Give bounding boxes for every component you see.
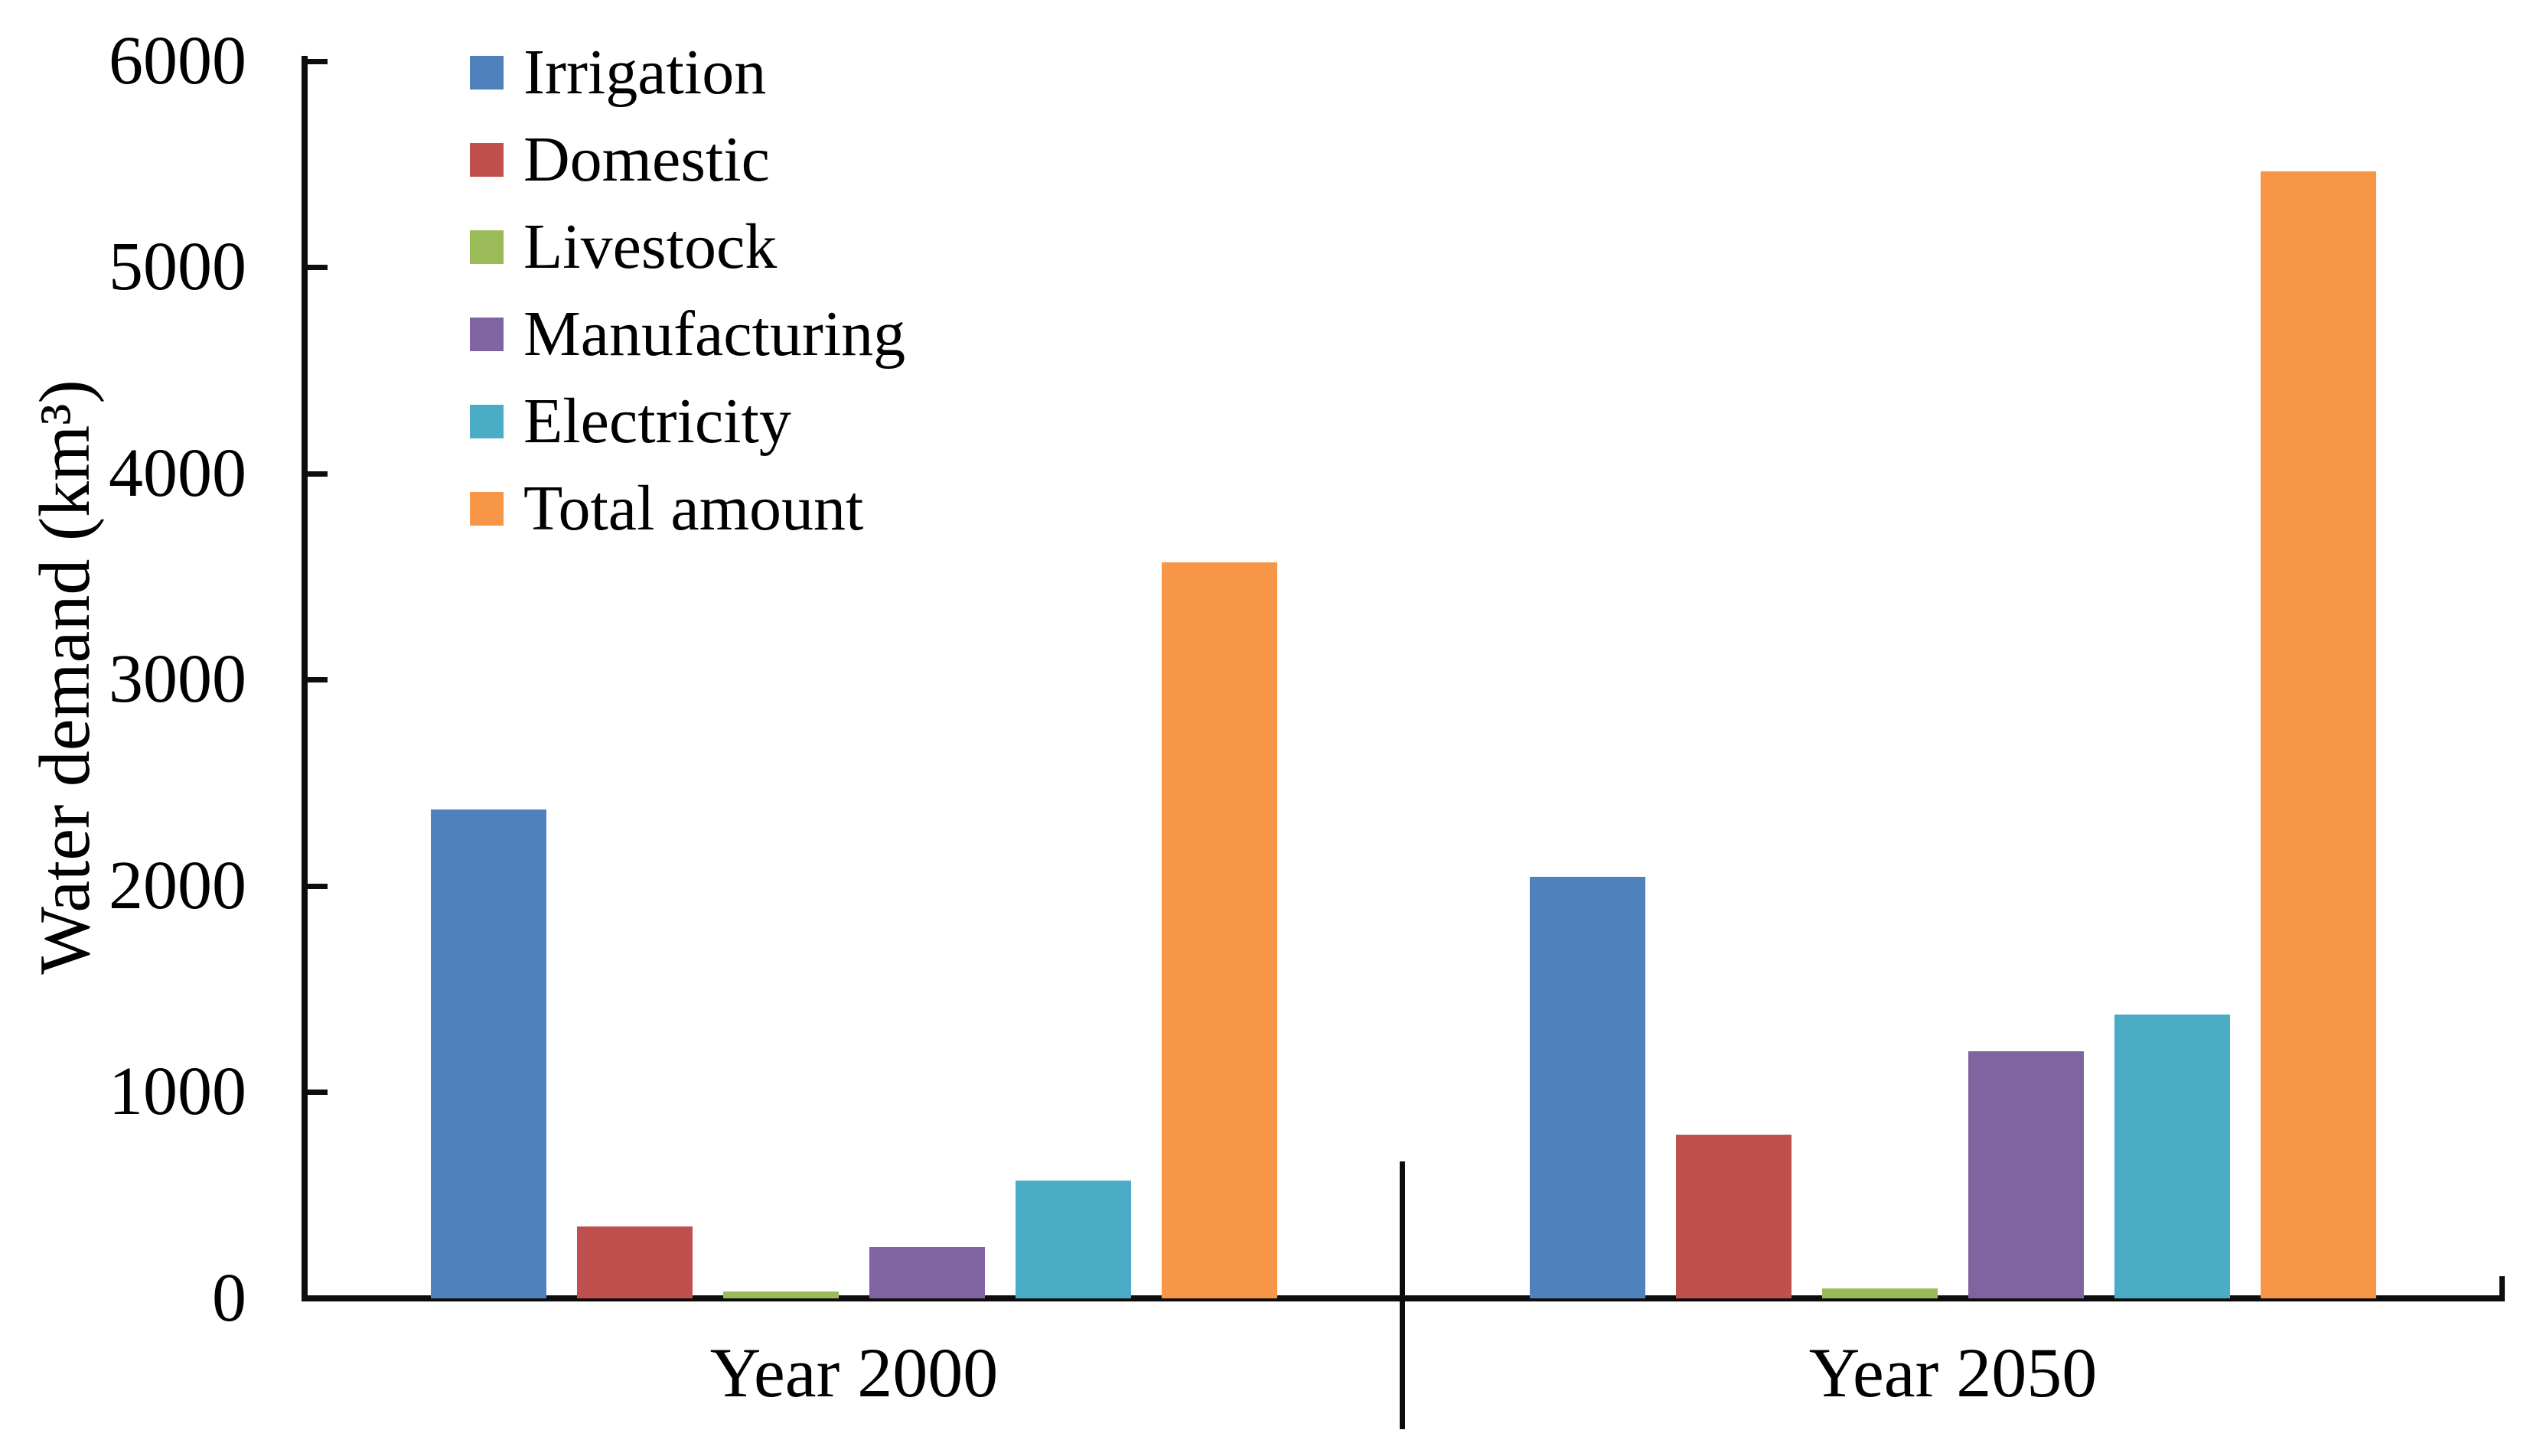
y-tick-mark xyxy=(308,265,328,270)
bar-manufacturing-year-2050 xyxy=(1968,1051,2084,1298)
legend-item-livestock: Livestock xyxy=(470,215,777,279)
legend-swatch xyxy=(470,405,504,438)
legend-swatch xyxy=(470,56,504,90)
y-tick-label: 0 xyxy=(212,1260,246,1336)
category-divider-line xyxy=(1400,1161,1405,1429)
legend-swatch xyxy=(470,318,504,351)
legend-label: Domestic xyxy=(523,124,770,195)
y-tick-label: 6000 xyxy=(109,23,246,99)
y-tick-mark xyxy=(308,884,328,889)
y-tick-label: 3000 xyxy=(109,641,246,717)
bar-electricity-year-2050 xyxy=(2114,1015,2230,1298)
y-axis-title: Water demand (km³) xyxy=(25,379,105,975)
bar-total-amount-year-2050 xyxy=(2261,171,2376,1298)
bar-livestock-year-2000 xyxy=(723,1292,839,1298)
bar-livestock-year-2050 xyxy=(1822,1288,1938,1298)
bar-electricity-year-2000 xyxy=(1016,1181,1131,1298)
bar-irrigation-year-2000 xyxy=(431,809,546,1298)
legend-swatch xyxy=(470,230,504,264)
legend-item-irrigation: Irrigation xyxy=(470,41,766,105)
legend-label: Electricity xyxy=(523,386,791,457)
legend-label: Irrigation xyxy=(523,37,767,108)
y-axis-line xyxy=(302,56,308,1301)
legend-item-domestic: Domestic xyxy=(470,128,770,192)
x-category-label: Year 2050 xyxy=(1808,1334,2098,1412)
bar-domestic-year-2050 xyxy=(1676,1135,1792,1298)
y-tick-mark xyxy=(308,677,328,682)
legend-item-total-amount: Total amount xyxy=(470,477,863,541)
legend-label: Livestock xyxy=(523,211,778,282)
legend-item-manufacturing: Manufacturing xyxy=(470,302,905,366)
y-tick-label: 5000 xyxy=(109,229,246,305)
bar-irrigation-year-2050 xyxy=(1530,877,1645,1298)
bar-manufacturing-year-2000 xyxy=(869,1247,985,1298)
bar-total-amount-year-2000 xyxy=(1162,562,1277,1298)
y-tick-mark xyxy=(308,59,328,64)
y-tick-label: 2000 xyxy=(109,848,246,923)
bar-domestic-year-2000 xyxy=(577,1226,693,1298)
y-tick-label: 1000 xyxy=(109,1054,246,1129)
legend-item-electricity: Electricity xyxy=(470,389,791,454)
legend-swatch xyxy=(470,492,504,526)
y-tick-mark xyxy=(308,1090,328,1095)
legend-swatch xyxy=(470,143,504,177)
y-tick-mark xyxy=(308,471,328,477)
x-category-label: Year 2000 xyxy=(709,1334,999,1412)
y-tick-label: 4000 xyxy=(109,435,246,511)
legend-label: Manufacturing xyxy=(523,298,906,370)
x-axis-end-cap xyxy=(2499,1276,2505,1301)
legend-label: Total amount xyxy=(523,473,864,544)
